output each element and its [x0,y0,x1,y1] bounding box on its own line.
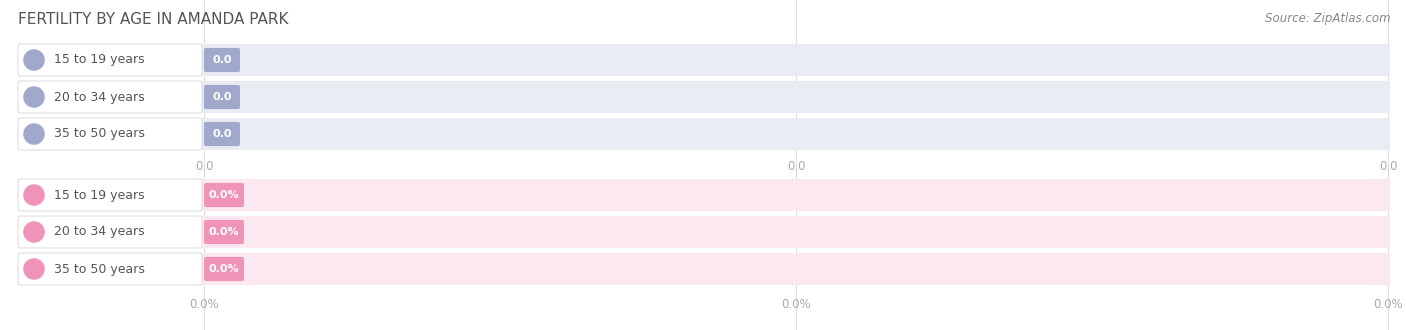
FancyBboxPatch shape [204,257,245,281]
Text: 15 to 19 years: 15 to 19 years [53,53,145,67]
Text: 0.0: 0.0 [212,92,232,102]
FancyBboxPatch shape [18,216,202,248]
FancyBboxPatch shape [18,253,202,285]
FancyBboxPatch shape [204,220,245,244]
FancyBboxPatch shape [18,118,202,150]
FancyBboxPatch shape [202,81,1391,113]
FancyBboxPatch shape [204,122,240,146]
FancyBboxPatch shape [18,179,202,211]
Text: 0.0%: 0.0% [782,298,811,311]
Text: 0.0: 0.0 [787,160,806,173]
Text: 35 to 50 years: 35 to 50 years [53,127,145,141]
Text: 20 to 34 years: 20 to 34 years [53,225,145,239]
Text: 0.0%: 0.0% [208,227,239,237]
FancyBboxPatch shape [204,183,245,207]
Text: 0.0: 0.0 [1379,160,1398,173]
FancyBboxPatch shape [18,81,202,113]
Circle shape [24,259,44,279]
FancyBboxPatch shape [202,253,1391,285]
FancyBboxPatch shape [204,85,240,109]
FancyBboxPatch shape [202,179,1391,211]
FancyBboxPatch shape [202,118,1391,150]
Text: 20 to 34 years: 20 to 34 years [53,90,145,104]
FancyBboxPatch shape [202,216,1391,248]
Circle shape [24,185,44,205]
Circle shape [24,222,44,242]
FancyBboxPatch shape [18,44,202,76]
Circle shape [24,87,44,107]
Text: 0.0: 0.0 [212,55,232,65]
Text: 15 to 19 years: 15 to 19 years [53,188,145,202]
Text: 0.0: 0.0 [212,129,232,139]
Text: 0.0%: 0.0% [208,190,239,200]
FancyBboxPatch shape [204,48,240,72]
FancyBboxPatch shape [202,44,1391,76]
Text: 35 to 50 years: 35 to 50 years [53,262,145,276]
Text: 0.0%: 0.0% [190,298,219,311]
Text: 0.0: 0.0 [195,160,214,173]
Circle shape [24,124,44,144]
Text: FERTILITY BY AGE IN AMANDA PARK: FERTILITY BY AGE IN AMANDA PARK [18,12,288,27]
Circle shape [24,50,44,70]
Text: 0.0%: 0.0% [1374,298,1403,311]
Text: 0.0%: 0.0% [208,264,239,274]
Text: Source: ZipAtlas.com: Source: ZipAtlas.com [1265,12,1391,25]
